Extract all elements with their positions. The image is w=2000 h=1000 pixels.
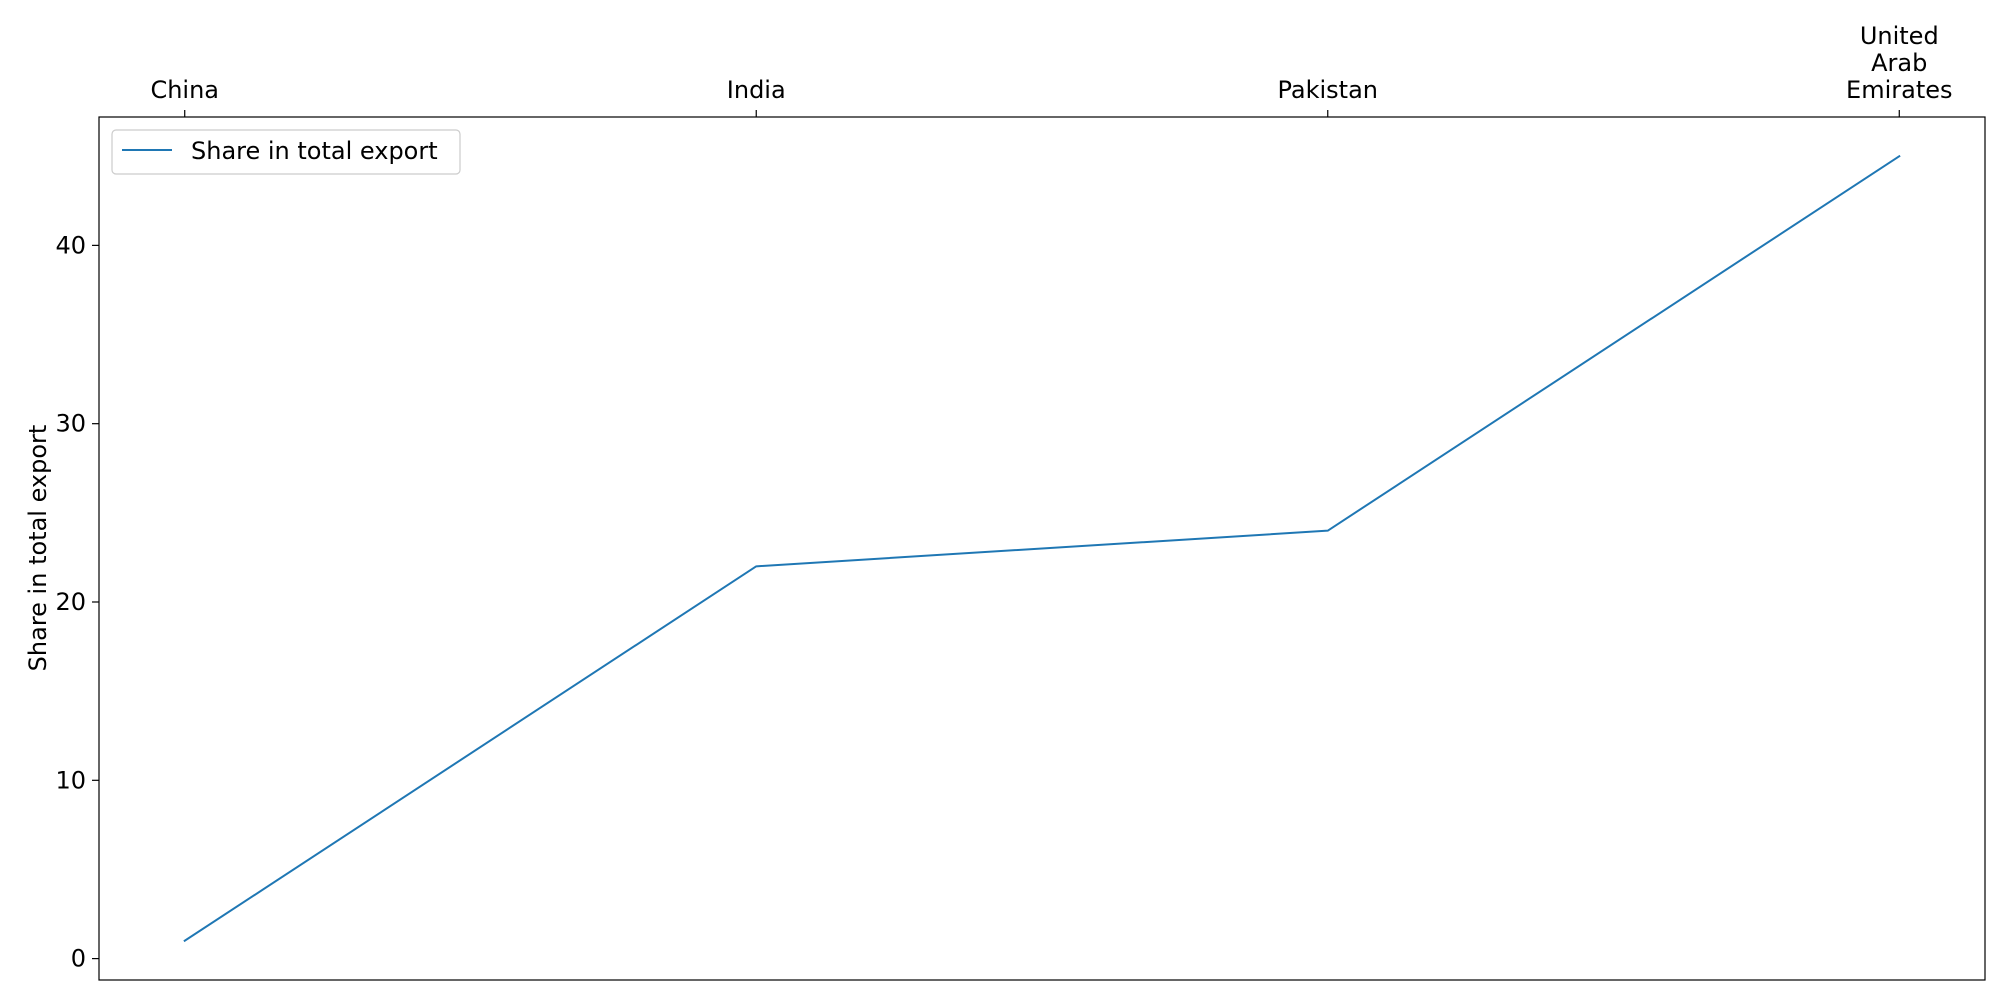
y-axis: 0 10 20 30 40 xyxy=(55,231,99,973)
legend-box xyxy=(111,129,461,175)
x-tick-label: China xyxy=(150,76,219,104)
y-tick-label: 40 xyxy=(55,231,86,259)
series-layer xyxy=(183,154,1901,943)
legend-label: Share in total export xyxy=(191,137,438,165)
y-axis-label: Share in total export xyxy=(24,425,52,672)
x-tick-label: India xyxy=(727,76,786,104)
y-tick-label: 20 xyxy=(55,588,86,616)
y-tick-label: 0 xyxy=(71,945,86,973)
legend: Share in total export xyxy=(111,129,461,175)
y-tick-label: 30 xyxy=(55,410,86,438)
plot-frame xyxy=(98,116,1986,981)
x-axis-top: China India Pakistan United Arab Emirates xyxy=(150,22,1953,117)
plot-area xyxy=(98,116,1986,981)
y-tick-label: 10 xyxy=(55,766,86,794)
series-line xyxy=(183,154,1901,943)
x-tick-label: Pakistan xyxy=(1278,76,1379,104)
x-tick-label: United Arab Emirates xyxy=(1846,22,1952,104)
